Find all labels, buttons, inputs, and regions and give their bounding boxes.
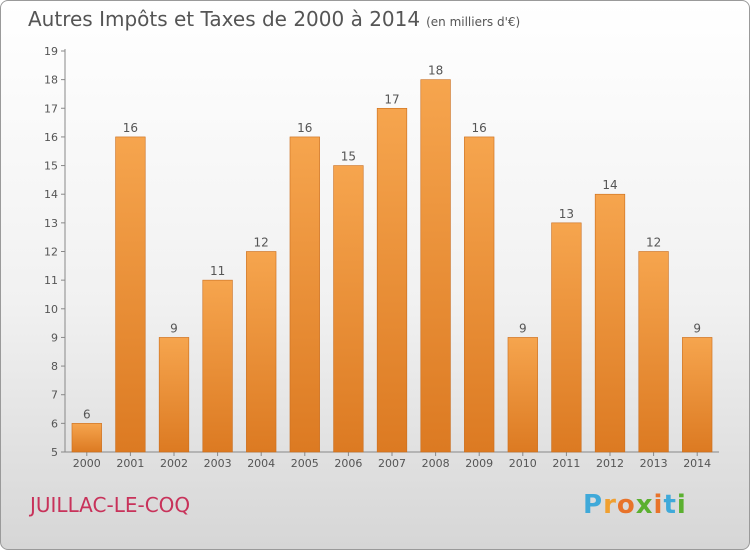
y-tick-label: 11 bbox=[44, 274, 58, 287]
chart-title-text: Autres Impôts et Taxes de 2000 à 2014 bbox=[28, 7, 421, 31]
y-tick-label: 6 bbox=[51, 417, 58, 430]
x-tick-label: 2000 bbox=[73, 457, 101, 470]
data-label: 15 bbox=[341, 150, 356, 164]
data-label: 16 bbox=[297, 121, 312, 135]
data-label: 9 bbox=[170, 321, 178, 335]
x-tick-label: 2014 bbox=[683, 457, 711, 470]
bar bbox=[115, 136, 146, 453]
bar bbox=[638, 251, 669, 453]
location-name: JUILLAC-LE-COQ bbox=[30, 493, 191, 517]
x-tick-label: 2009 bbox=[465, 457, 493, 470]
data-label: 13 bbox=[559, 207, 574, 221]
y-tick-label: 16 bbox=[44, 131, 58, 144]
bar bbox=[551, 222, 582, 453]
y-tick-label: 13 bbox=[44, 217, 58, 230]
data-label: 14 bbox=[602, 178, 617, 192]
y-tick-label: 15 bbox=[44, 160, 58, 173]
logo-letter: r bbox=[603, 490, 617, 520]
x-tick-label: 2002 bbox=[160, 457, 188, 470]
y-tick-label: 8 bbox=[51, 360, 58, 373]
x-tick-label: 2007 bbox=[378, 457, 406, 470]
proxiti-logo: Proxiti bbox=[583, 490, 687, 520]
bar-chart: 5 6 7 8 9 10 11 12 13 14 15 16 17 18 19 6 2000 16 2001 9 20… bbox=[44, 45, 719, 470]
x-tick-label: 2008 bbox=[422, 457, 450, 470]
data-label: 17 bbox=[384, 92, 399, 106]
bar bbox=[333, 165, 364, 453]
y-tick-label: 17 bbox=[44, 102, 58, 115]
x-tick-label: 2011 bbox=[552, 457, 580, 470]
y-tick-label: 18 bbox=[44, 74, 58, 87]
chart-title: Autres Impôts et Taxes de 2000 à 2014 (en… bbox=[28, 7, 520, 31]
data-label: 9 bbox=[693, 321, 701, 335]
bar bbox=[246, 251, 277, 453]
y-tick-label: 19 bbox=[44, 45, 58, 58]
y-tick-label: 7 bbox=[51, 389, 58, 402]
x-tick-label: 2001 bbox=[116, 457, 144, 470]
logo-letter: x bbox=[635, 490, 654, 520]
y-tick-label: 5 bbox=[51, 446, 58, 459]
x-tick-label: 2004 bbox=[247, 457, 275, 470]
bar bbox=[376, 107, 408, 453]
data-label: 16 bbox=[472, 121, 487, 135]
x-tick-label: 2006 bbox=[334, 457, 362, 470]
x-tick-label: 2012 bbox=[596, 457, 624, 470]
data-label: 6 bbox=[83, 407, 91, 421]
x-tick-label: 2010 bbox=[509, 457, 537, 470]
logo-letter: t bbox=[663, 490, 677, 520]
y-tick-label: 14 bbox=[44, 188, 58, 201]
data-label: 16 bbox=[123, 121, 138, 135]
data-label: 18 bbox=[428, 64, 443, 78]
bar bbox=[158, 337, 190, 453]
y-tick-label: 9 bbox=[51, 331, 58, 344]
data-label: 11 bbox=[210, 264, 225, 278]
bar bbox=[202, 279, 233, 453]
bar bbox=[420, 79, 451, 453]
bar bbox=[289, 136, 320, 453]
chart-labels: 6 2000 16 2001 9 2002 11 2003 12 2004 16 2005 15 2006… bbox=[73, 64, 711, 470]
y-tick-label: 10 bbox=[44, 303, 58, 316]
x-tick-label: 2013 bbox=[640, 457, 668, 470]
bar bbox=[682, 337, 713, 453]
x-tick-label: 2005 bbox=[291, 457, 319, 470]
logo-letter: P bbox=[583, 490, 604, 520]
bar bbox=[594, 193, 626, 453]
chart-bars bbox=[71, 79, 713, 453]
bar bbox=[464, 136, 495, 453]
data-label: 12 bbox=[646, 236, 661, 250]
logo-letter: i bbox=[653, 490, 664, 520]
bar bbox=[71, 423, 102, 453]
bar bbox=[507, 337, 538, 453]
x-tick-label: 2003 bbox=[204, 457, 232, 470]
logo-letter: i bbox=[676, 490, 687, 520]
y-tick-label: 12 bbox=[44, 246, 58, 259]
data-label: 9 bbox=[519, 321, 527, 335]
data-label: 12 bbox=[254, 236, 269, 250]
chart-title-unit: (en milliers d'€) bbox=[426, 15, 521, 29]
logo-letter: o bbox=[616, 490, 636, 520]
